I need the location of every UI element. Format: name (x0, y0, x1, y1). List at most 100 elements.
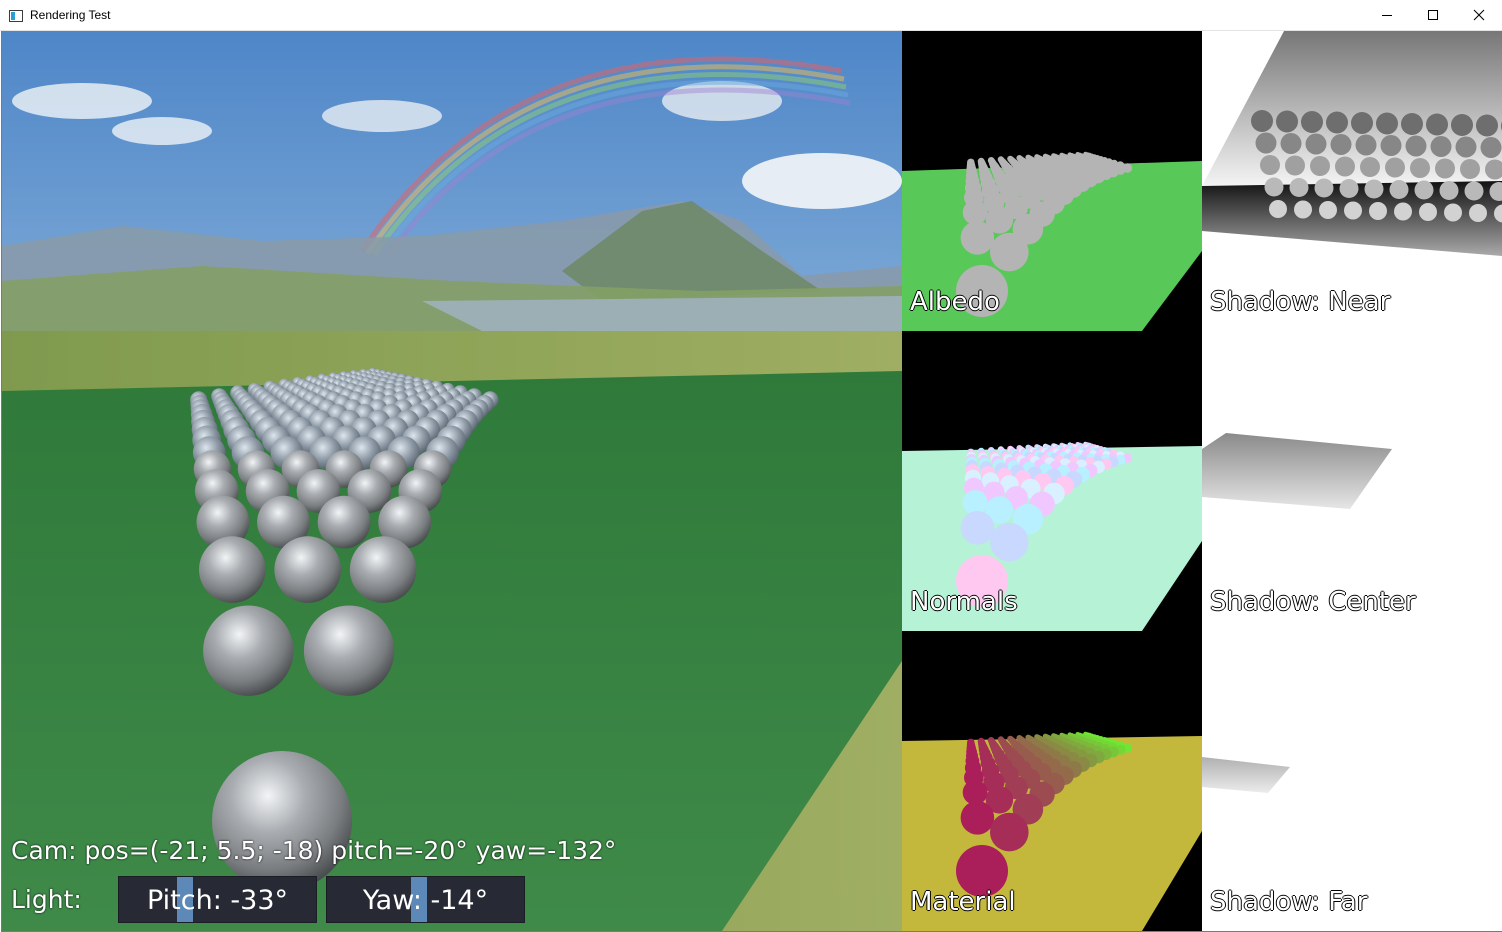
material-panel: Material (902, 631, 1202, 931)
shadow-far-render (1202, 631, 1502, 931)
sphere-grid-main (190, 367, 499, 891)
sphere (1430, 136, 1452, 157)
maximize-button[interactable] (1410, 0, 1456, 30)
sphere (960, 801, 995, 835)
minimize-button[interactable] (1364, 0, 1410, 30)
main-3d-view[interactable]: Cam: pos=(-21; 5.5; -18) pitch=-20° yaw=… (2, 31, 902, 931)
sphere (257, 495, 310, 549)
sphere (212, 751, 352, 891)
sphere (1380, 135, 1402, 156)
sphere (1455, 136, 1477, 158)
sphere (1389, 180, 1409, 199)
shadow-near-render (1202, 31, 1502, 331)
shadow-far-label: Shadow: Far (1210, 887, 1368, 917)
sphere-grid-shadow-near (1251, 110, 1502, 223)
sphere (1460, 159, 1480, 179)
albedo-panel: Albedo (902, 31, 1202, 331)
material-label: Material (910, 887, 1016, 917)
sphere (1364, 179, 1384, 199)
sphere (1330, 134, 1352, 155)
sphere (1451, 114, 1473, 136)
sphere (1301, 111, 1323, 133)
app-icon (9, 9, 23, 22)
sphere (1369, 202, 1387, 220)
camera-info-text: Cam: pos=(-21; 5.5; -18) pitch=-20° yaw=… (11, 836, 617, 865)
sphere (962, 490, 988, 515)
maximize-icon (1428, 10, 1438, 20)
material-render (902, 631, 1202, 931)
sphere-grid-material (956, 731, 1133, 897)
sphere (990, 812, 1029, 852)
close-button[interactable] (1456, 0, 1502, 30)
window-title: Rendering Test (30, 8, 111, 22)
sphere (1280, 133, 1302, 154)
yaw-slider-label: Yaw: -14° (362, 885, 489, 916)
light-pitch-slider[interactable]: Pitch: -33° (118, 876, 317, 923)
sphere (1351, 112, 1373, 134)
sphere (1355, 134, 1377, 156)
close-icon (1473, 9, 1485, 21)
sphere (1439, 181, 1459, 200)
sphere (990, 522, 1029, 562)
sphere (1419, 203, 1437, 221)
sphere (956, 555, 1008, 607)
normals-render (902, 331, 1202, 631)
shadow-center-render (1202, 331, 1502, 631)
yaw-slider-thumb[interactable] (411, 877, 427, 922)
sphere (962, 200, 988, 225)
sphere (960, 511, 995, 545)
sphere (956, 265, 1008, 317)
sphere (985, 496, 1014, 524)
sphere (203, 605, 294, 696)
sphere (1410, 158, 1430, 178)
sphere (1401, 113, 1423, 135)
shadow-near-panel: Shadow: Near (1202, 31, 1502, 331)
sphere (962, 780, 988, 805)
sphere (317, 495, 371, 549)
shadow-near-label: Shadow: Near (1210, 287, 1391, 317)
sphere (1255, 132, 1277, 154)
sphere (1426, 113, 1448, 136)
sphere (303, 605, 395, 696)
sphere (274, 536, 342, 603)
sphere (1326, 111, 1348, 134)
render-canvas[interactable]: Cam: pos=(-21; 5.5; -18) pitch=-20° yaw=… (1, 31, 1502, 932)
sphere (1310, 156, 1330, 176)
sphere (1489, 182, 1502, 201)
title-bar: Rendering Test (0, 0, 1502, 31)
normals-label: Normals (910, 587, 1018, 617)
sphere (1335, 156, 1355, 177)
sphere (990, 232, 1029, 272)
sphere (1305, 133, 1327, 155)
sphere (1264, 177, 1284, 197)
sphere (1360, 157, 1380, 177)
albedo-label: Albedo (910, 287, 1000, 317)
shadow-center-panel: Shadow: Center (1202, 331, 1502, 631)
light-label: Light: (11, 885, 82, 914)
sphere (1444, 203, 1462, 222)
sphere (1376, 112, 1398, 135)
sphere (1469, 204, 1487, 222)
scene-render (2, 31, 902, 931)
sphere (1260, 155, 1280, 175)
sphere (1464, 181, 1484, 201)
pitch-slider-label: Pitch: -33° (146, 885, 288, 916)
sphere (985, 206, 1014, 234)
sphere-grid-albedo (956, 151, 1133, 317)
sphere (196, 495, 250, 549)
shadow-far-panel: Shadow: Far (1202, 631, 1502, 931)
sphere (349, 536, 417, 603)
sphere (985, 786, 1014, 814)
sphere (1339, 179, 1359, 198)
sphere (1414, 180, 1434, 200)
sphere (1289, 178, 1309, 197)
sphere (960, 221, 995, 255)
sphere (1285, 155, 1305, 176)
light-yaw-slider[interactable]: Yaw: -14° (326, 876, 525, 923)
sphere (1405, 135, 1427, 157)
sphere (1251, 110, 1273, 132)
shadow-center-label: Shadow: Center (1210, 587, 1416, 617)
sphere (199, 536, 266, 603)
sphere (1269, 200, 1287, 218)
pitch-slider-thumb[interactable] (177, 877, 193, 922)
